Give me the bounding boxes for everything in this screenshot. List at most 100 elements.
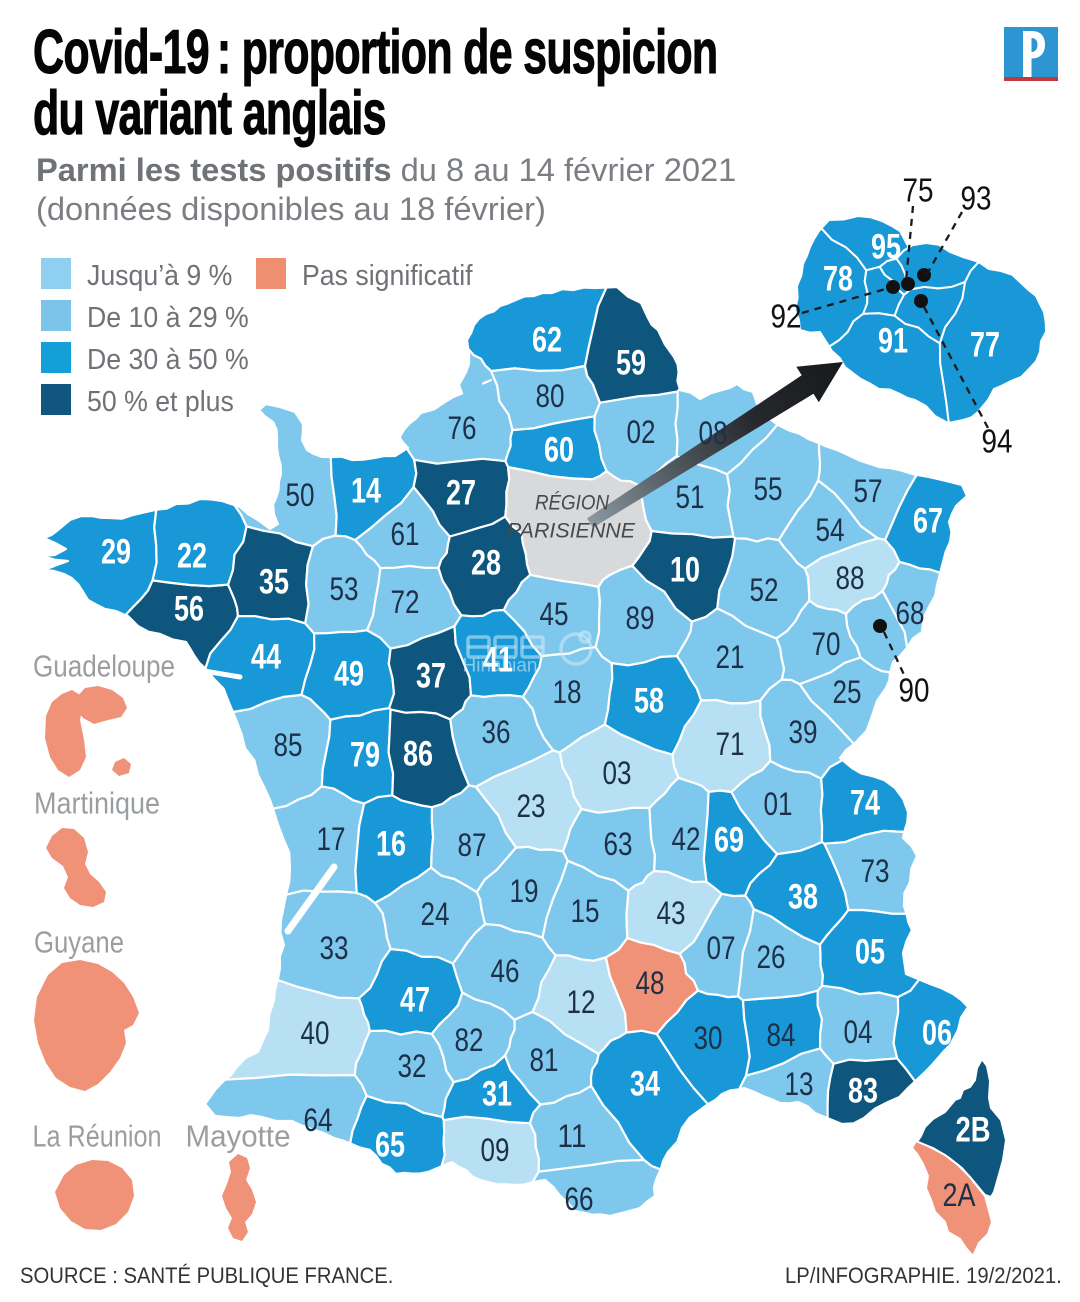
- svg-text:05: 05: [855, 933, 885, 972]
- svg-text:82: 82: [455, 1022, 484, 1058]
- svg-text:71: 71: [716, 726, 745, 762]
- svg-text:40: 40: [301, 1015, 330, 1051]
- svg-text:29: 29: [101, 533, 131, 572]
- svg-text:90: 90: [899, 672, 930, 709]
- svg-text:La Réunion: La Réunion: [33, 1119, 162, 1154]
- svg-text:81: 81: [530, 1042, 559, 1078]
- svg-text:27: 27: [446, 474, 476, 513]
- svg-text:28: 28: [471, 544, 501, 583]
- svg-text:Martinique: Martinique: [34, 786, 160, 821]
- svg-text:77: 77: [970, 326, 1000, 365]
- svg-text:76: 76: [448, 410, 477, 446]
- svg-text:64: 64: [304, 1102, 333, 1138]
- svg-text:2A: 2A: [943, 1177, 977, 1213]
- svg-text:46: 46: [491, 953, 520, 989]
- svg-text:30: 30: [694, 1020, 723, 1056]
- svg-text:86: 86: [403, 735, 433, 774]
- svg-text:2B: 2B: [956, 1111, 991, 1150]
- svg-text:24: 24: [421, 896, 450, 932]
- svg-text:83: 83: [848, 1072, 878, 1111]
- svg-text:25: 25: [833, 674, 862, 710]
- svg-text:01: 01: [764, 786, 793, 822]
- svg-text:31: 31: [482, 1075, 512, 1114]
- svg-text:09: 09: [481, 1132, 510, 1168]
- svg-text:59: 59: [616, 344, 646, 383]
- svg-text:95: 95: [871, 228, 901, 267]
- svg-text:23: 23: [517, 788, 546, 824]
- svg-text:34: 34: [630, 1065, 660, 1104]
- svg-text:08: 08: [699, 415, 728, 451]
- svg-text:61: 61: [391, 516, 420, 552]
- svg-text:49: 49: [334, 655, 364, 694]
- svg-text:87: 87: [458, 827, 487, 863]
- svg-text:94: 94: [982, 423, 1013, 460]
- svg-text:41: 41: [483, 641, 513, 680]
- svg-text:92: 92: [771, 298, 802, 335]
- svg-text:Guyane: Guyane: [34, 925, 124, 960]
- svg-text:75: 75: [903, 172, 934, 209]
- svg-text:14: 14: [351, 472, 381, 511]
- svg-text:50: 50: [286, 477, 315, 513]
- svg-text:51: 51: [676, 479, 705, 515]
- svg-text:16: 16: [376, 825, 406, 864]
- svg-text:53: 53: [330, 571, 359, 607]
- svg-text:Guadeloupe: Guadeloupe: [33, 649, 175, 684]
- svg-text:22: 22: [177, 537, 207, 576]
- svg-text:18: 18: [553, 674, 582, 710]
- svg-text:37: 37: [416, 657, 446, 696]
- svg-text:69: 69: [714, 821, 744, 860]
- svg-text:42: 42: [672, 821, 701, 857]
- svg-text:44: 44: [251, 638, 281, 677]
- svg-text:Mayotte: Mayotte: [186, 1119, 291, 1154]
- svg-text:Hinabian: Hinabian: [463, 656, 538, 677]
- svg-text:67: 67: [913, 502, 943, 541]
- svg-text:70: 70: [812, 626, 841, 662]
- svg-text:47: 47: [400, 981, 430, 1020]
- svg-text:55: 55: [754, 471, 783, 507]
- svg-text:78: 78: [823, 260, 853, 299]
- svg-text:43: 43: [657, 895, 686, 931]
- svg-text:11: 11: [558, 1118, 587, 1154]
- svg-text:89: 89: [626, 600, 655, 636]
- svg-text:17: 17: [317, 821, 346, 857]
- svg-text:PARISIENNE: PARISIENNE: [507, 520, 636, 543]
- svg-text:58: 58: [634, 682, 664, 721]
- svg-text:66: 66: [565, 1181, 594, 1217]
- svg-text:56: 56: [174, 590, 204, 629]
- svg-text:54: 54: [816, 512, 845, 548]
- svg-text:65: 65: [375, 1126, 405, 1165]
- svg-text:15: 15: [571, 893, 600, 929]
- svg-text:03: 03: [603, 755, 632, 791]
- svg-text:12: 12: [567, 984, 596, 1020]
- svg-text:33: 33: [320, 930, 349, 966]
- svg-text:93: 93: [961, 180, 992, 217]
- svg-text:63: 63: [604, 826, 633, 862]
- svg-text:80: 80: [536, 378, 565, 414]
- svg-text:21: 21: [716, 639, 745, 675]
- svg-text:45: 45: [540, 596, 569, 632]
- svg-text:04: 04: [844, 1014, 873, 1050]
- svg-text:57: 57: [854, 473, 883, 509]
- svg-text:RÉGION: RÉGION: [535, 492, 610, 515]
- svg-text:52: 52: [750, 572, 779, 608]
- svg-text:62: 62: [532, 321, 562, 360]
- svg-text:07: 07: [707, 930, 736, 966]
- svg-text:68: 68: [896, 595, 925, 631]
- svg-text:39: 39: [789, 714, 818, 750]
- svg-text:74: 74: [850, 784, 880, 823]
- svg-text:36: 36: [482, 714, 511, 750]
- svg-text:88: 88: [836, 560, 865, 596]
- svg-text:26: 26: [757, 939, 786, 975]
- svg-text:32: 32: [398, 1048, 427, 1084]
- svg-text:10: 10: [670, 551, 700, 590]
- svg-text:85: 85: [274, 727, 303, 763]
- svg-text:02: 02: [627, 414, 656, 450]
- svg-text:91: 91: [878, 322, 908, 361]
- svg-text:19: 19: [510, 873, 539, 909]
- svg-text:72: 72: [391, 584, 420, 620]
- svg-text:73: 73: [861, 853, 890, 889]
- svg-text:06: 06: [922, 1014, 952, 1053]
- svg-text:38: 38: [788, 878, 818, 917]
- svg-text:35: 35: [259, 563, 289, 602]
- svg-text:60: 60: [544, 431, 574, 470]
